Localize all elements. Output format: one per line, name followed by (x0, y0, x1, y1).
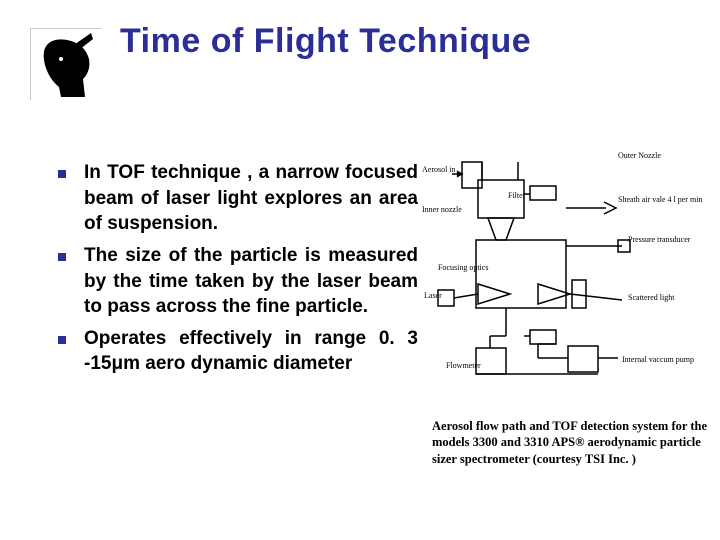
figure-caption: Aerosol flow path and TOF detection syst… (432, 418, 710, 467)
svg-text:Scattered light: Scattered light (628, 293, 675, 302)
bullet-text: In TOF technique , a narrow focused beam… (84, 162, 418, 234)
svg-text:Focusing optics: Focusing optics (438, 263, 488, 272)
bullet-marker-icon (58, 253, 66, 261)
list-item: The size of the particle is measured by … (58, 243, 418, 320)
bullet-marker-icon (58, 336, 66, 344)
svg-text:Flowmeter: Flowmeter (446, 361, 481, 370)
svg-text:Filter: Filter (508, 191, 526, 200)
bullet-list: In TOF technique , a narrow focused beam… (58, 160, 418, 383)
list-item: Operates effectively in range 0. 3 -15μm… (58, 326, 418, 377)
tof-schematic-figure: Aerosol in Inner nozzle Filter Focusing opt… (418, 150, 710, 410)
svg-text:Aerosol in: Aerosol in (422, 165, 456, 174)
bullet-text: Operates effectively in range 0. 3 -15μm… (84, 328, 418, 375)
slide-icon (30, 28, 102, 100)
svg-text:Inner nozzle: Inner nozzle (422, 205, 462, 214)
bullet-text: The size of the particle is measured by … (84, 245, 418, 317)
svg-text:Outer Nozzle: Outer Nozzle (618, 151, 661, 160)
svg-text:Laser: Laser (424, 291, 442, 300)
svg-text:Sheath air vale 4 l per min: Sheath air vale 4 l per min (618, 195, 702, 204)
svg-text:Pressure transducer: Pressure transducer (628, 235, 691, 244)
bullet-marker-icon (58, 170, 66, 178)
svg-text:Internal vaccum pump: Internal vaccum pump (622, 355, 694, 364)
page-title: Time of Flight Technique (120, 22, 531, 61)
list-item: In TOF technique , a narrow focused beam… (58, 160, 418, 237)
